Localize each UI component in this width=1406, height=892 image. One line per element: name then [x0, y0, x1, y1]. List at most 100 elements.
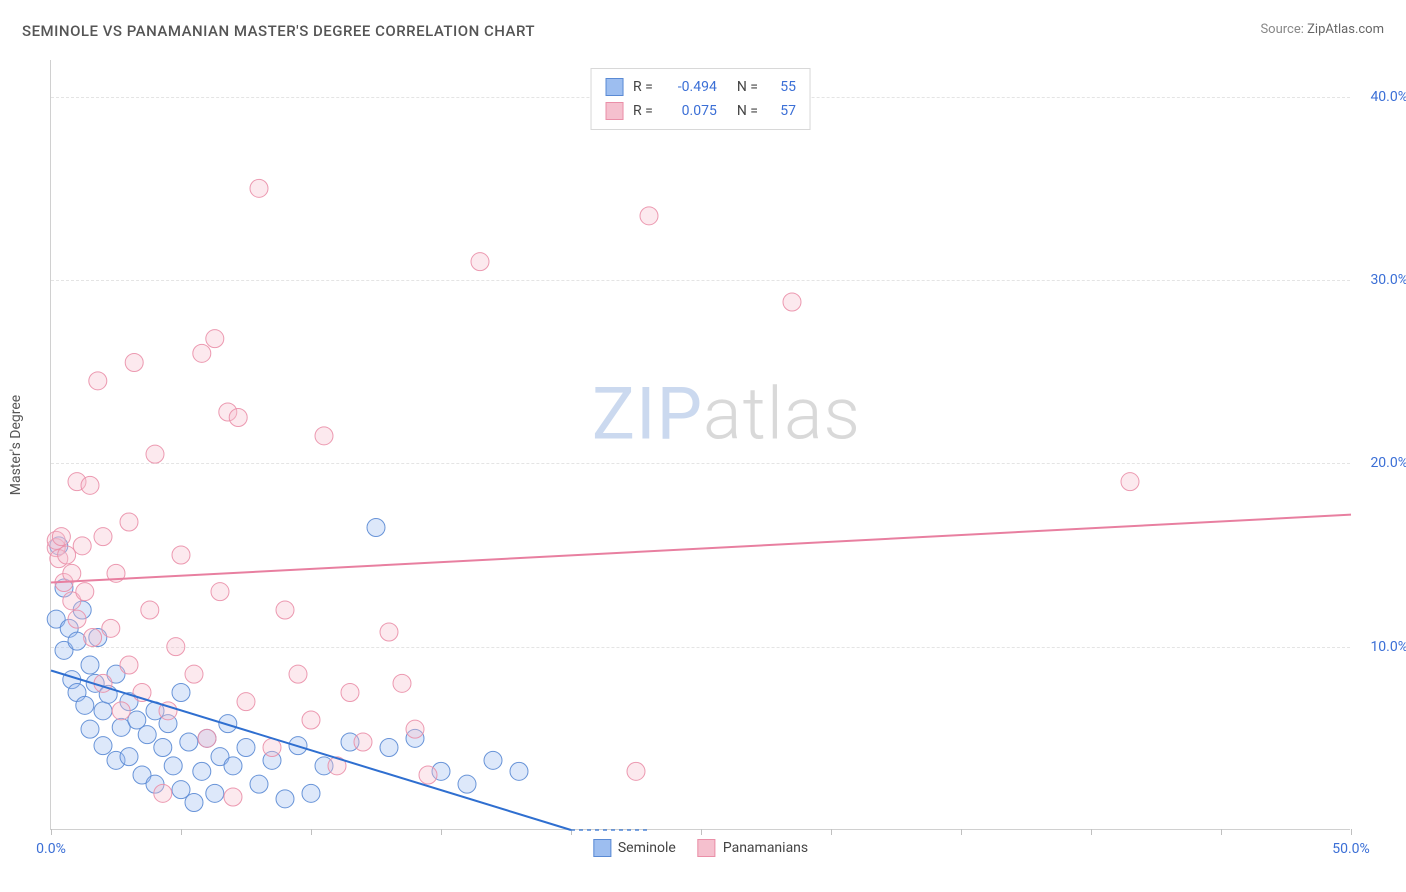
series-legend: Seminole Panamanians	[593, 839, 808, 857]
chart-title: SEMINOLE VS PANAMANIAN MASTER'S DEGREE C…	[22, 22, 535, 40]
data-point	[120, 513, 138, 531]
data-point	[102, 619, 120, 637]
data-point	[185, 665, 203, 683]
data-point	[380, 739, 398, 757]
data-point	[367, 519, 385, 537]
data-point	[73, 537, 91, 555]
source-attribution: Source: ZipAtlas.com	[1260, 22, 1384, 37]
legend-n-label: N =	[737, 75, 758, 99]
data-point	[76, 583, 94, 601]
correlation-legend: R = -0.494 N = 55R = 0.075 N = 57	[590, 68, 811, 130]
data-point	[354, 733, 372, 751]
data-point	[250, 179, 268, 197]
x-tick-label: 50.0%	[1332, 841, 1370, 857]
data-point	[237, 739, 255, 757]
data-point	[141, 601, 159, 619]
legend-n-value: 55	[768, 75, 796, 99]
legend-label: Seminole	[618, 840, 676, 856]
data-point	[315, 427, 333, 445]
data-point	[94, 737, 112, 755]
scatter-svg	[51, 60, 1350, 829]
data-point	[94, 674, 112, 692]
data-point	[167, 638, 185, 656]
data-point	[250, 775, 268, 793]
data-point	[341, 684, 359, 702]
legend-r-value: -0.494	[663, 75, 717, 99]
data-point	[146, 445, 164, 463]
source-label: Source:	[1260, 22, 1303, 37]
data-point	[224, 788, 242, 806]
data-point	[120, 656, 138, 674]
data-point	[164, 757, 182, 775]
legend-r-label: R =	[633, 99, 653, 123]
data-point	[63, 564, 81, 582]
data-point	[393, 674, 411, 692]
legend-swatch	[698, 839, 716, 857]
data-point	[68, 632, 86, 650]
legend-swatch	[605, 78, 623, 96]
data-point	[52, 528, 70, 546]
data-point	[627, 762, 645, 780]
data-point	[81, 656, 99, 674]
legend-item: Panamanians	[698, 839, 808, 857]
data-point	[1121, 473, 1139, 491]
legend-item: Seminole	[593, 839, 676, 857]
data-point	[206, 784, 224, 802]
data-point	[419, 766, 437, 784]
data-point	[172, 684, 190, 702]
data-point	[380, 623, 398, 641]
legend-swatch	[593, 839, 611, 857]
y-axis-label: Master's Degree	[8, 394, 24, 494]
data-point	[406, 720, 424, 738]
data-point	[229, 409, 247, 427]
data-point	[154, 784, 172, 802]
data-point	[276, 790, 294, 808]
data-point	[58, 546, 76, 564]
data-point	[125, 354, 143, 372]
data-point	[289, 665, 307, 683]
data-point	[510, 762, 528, 780]
legend-swatch	[605, 102, 623, 120]
legend-label: Panamanians	[723, 840, 808, 856]
legend-r-value: 0.075	[663, 99, 717, 123]
legend-row: R =-0.494N =55	[605, 75, 796, 99]
data-point	[193, 344, 211, 362]
y-tick-label: 10.0%	[1370, 639, 1406, 655]
data-point	[237, 693, 255, 711]
data-point	[484, 751, 502, 769]
legend-n-value: 57	[768, 99, 796, 123]
data-point	[211, 583, 229, 601]
y-tick-label: 30.0%	[1370, 272, 1406, 288]
data-point	[138, 726, 156, 744]
data-point	[94, 528, 112, 546]
data-point	[458, 775, 476, 793]
data-point	[94, 702, 112, 720]
legend-n-label: N =	[737, 99, 758, 123]
data-point	[783, 293, 801, 311]
data-point	[76, 696, 94, 714]
data-point	[180, 733, 198, 751]
data-point	[81, 720, 99, 738]
data-point	[112, 702, 130, 720]
y-tick-label: 20.0%	[1370, 455, 1406, 471]
data-point	[185, 794, 203, 812]
data-point	[198, 729, 216, 747]
source-value: ZipAtlas.com	[1307, 22, 1384, 37]
data-point	[471, 253, 489, 271]
data-point	[224, 757, 242, 775]
data-point	[193, 762, 211, 780]
data-point	[81, 476, 99, 494]
data-point	[302, 784, 320, 802]
data-point	[276, 601, 294, 619]
data-point	[68, 610, 86, 628]
data-point	[302, 711, 320, 729]
data-point	[154, 739, 172, 757]
data-point	[640, 207, 658, 225]
data-point	[206, 330, 224, 348]
data-point	[120, 748, 138, 766]
data-point	[89, 372, 107, 390]
data-point	[172, 546, 190, 564]
legend-row: R = 0.075 N = 57	[605, 99, 796, 123]
plot-area: Master's Degree ZIPatlas 10.0%20.0%30.0%…	[50, 60, 1350, 830]
data-point	[84, 629, 102, 647]
